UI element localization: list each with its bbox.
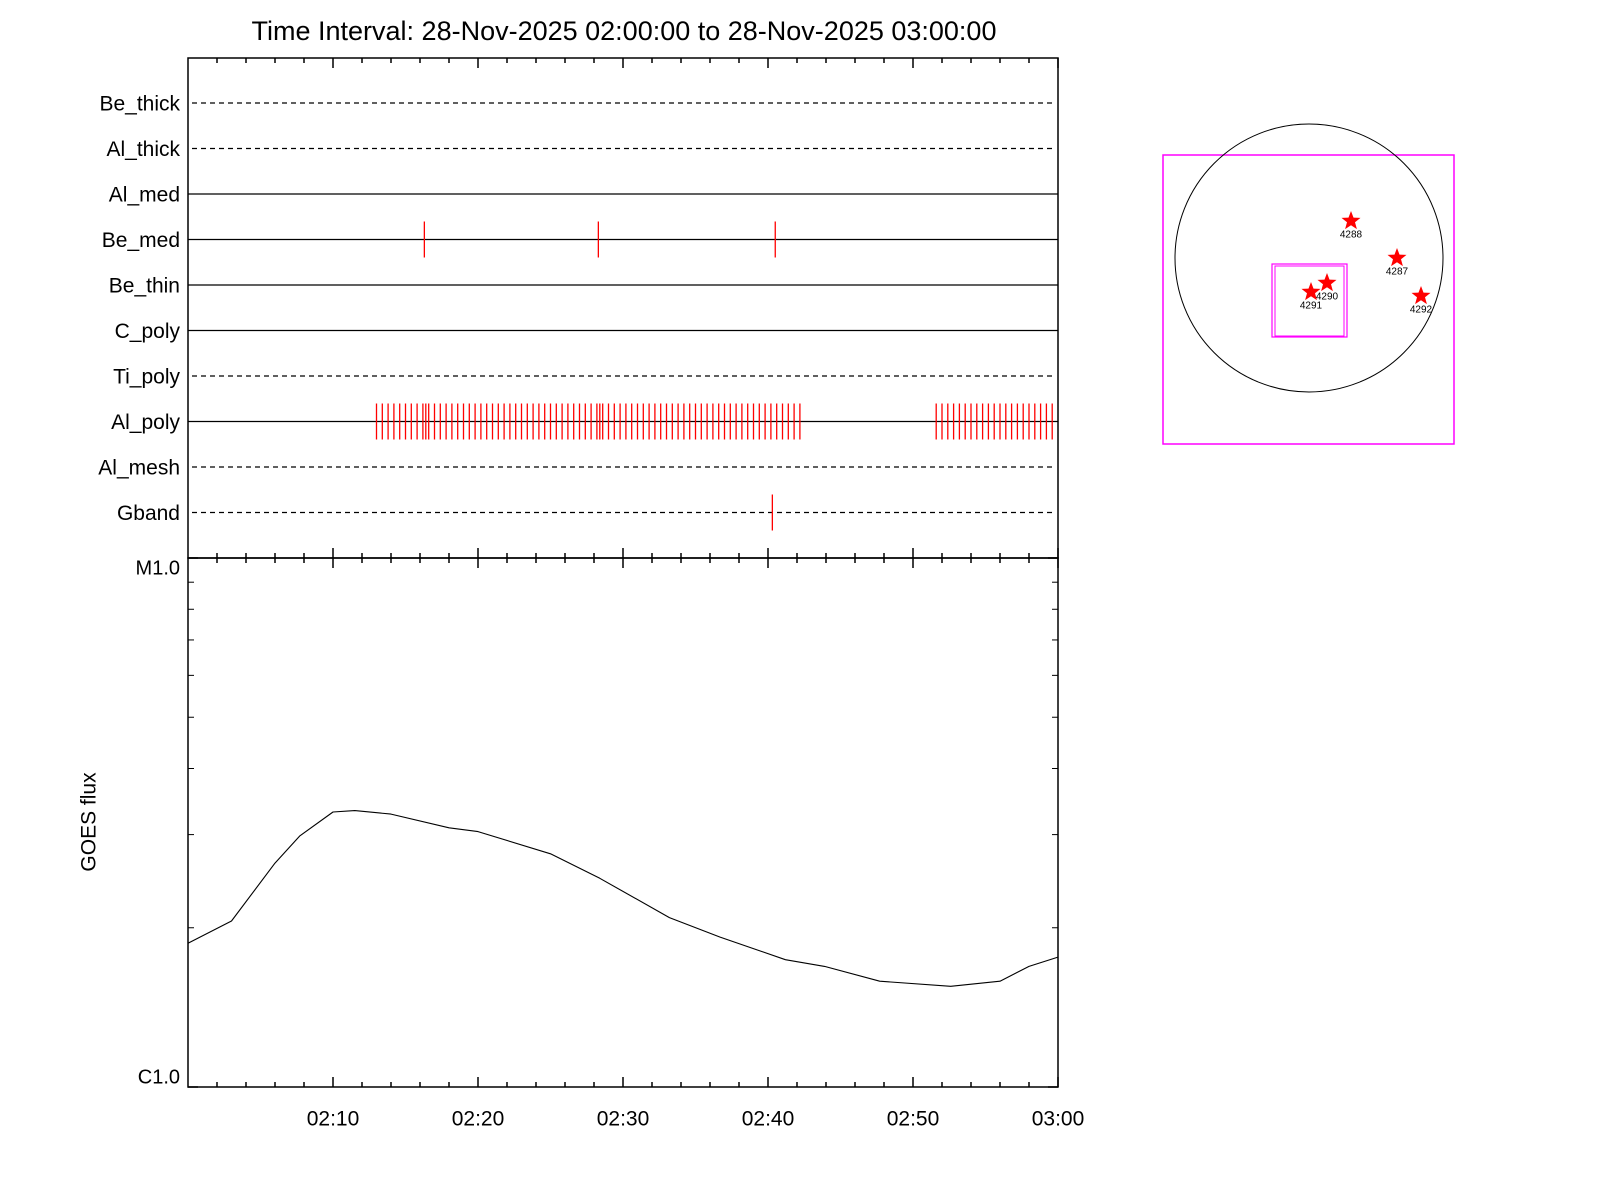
region-star — [1411, 286, 1431, 305]
solar-disk — [1174, 123, 1444, 393]
y-tick-label: C1.0 — [138, 1066, 180, 1088]
x-tick-label: 02:20 — [452, 1108, 505, 1131]
pointing-box — [1274, 265, 1345, 337]
x-tick-label: 03:00 — [1032, 1108, 1085, 1131]
region-star — [1387, 248, 1407, 267]
region-label: 4292 — [1410, 305, 1433, 316]
fov-box — [1162, 154, 1455, 445]
region-star — [1301, 282, 1321, 301]
y-axis-label: GOES flux — [78, 772, 101, 872]
region-star — [1341, 211, 1361, 230]
sun-map — [1162, 123, 1455, 445]
row-label: Al_mesh — [98, 457, 180, 480]
row-label: Al_poly — [111, 411, 180, 434]
row-label: C_poly — [115, 320, 181, 343]
x-tick-label: 02:50 — [887, 1108, 940, 1131]
x-tick-label: 02:30 — [597, 1108, 650, 1131]
region-label: 4288 — [1340, 230, 1363, 241]
region-label: 4291 — [1300, 301, 1323, 312]
row-label: Be_thin — [109, 275, 180, 298]
row-label: Be_thick — [99, 93, 180, 116]
chart-title: Time Interval: 28-Nov-2025 02:00:00 to 2… — [252, 16, 997, 46]
flux-curve — [187, 810, 1059, 987]
x-tick-label: 02:40 — [742, 1108, 795, 1131]
row-label: Gband — [117, 502, 180, 525]
row-label: Al_med — [109, 184, 180, 207]
region-label: 4287 — [1386, 267, 1409, 278]
y-tick-label: M1.0 — [136, 557, 180, 579]
region-star — [1317, 273, 1337, 292]
row-label: Al_thick — [106, 138, 180, 161]
pointing-box — [1271, 263, 1348, 338]
x-tick-label: 02:10 — [307, 1108, 360, 1131]
row-label: Be_med — [102, 229, 180, 252]
region-label: 4290 — [1316, 292, 1339, 303]
row-label: Ti_poly — [113, 366, 180, 389]
